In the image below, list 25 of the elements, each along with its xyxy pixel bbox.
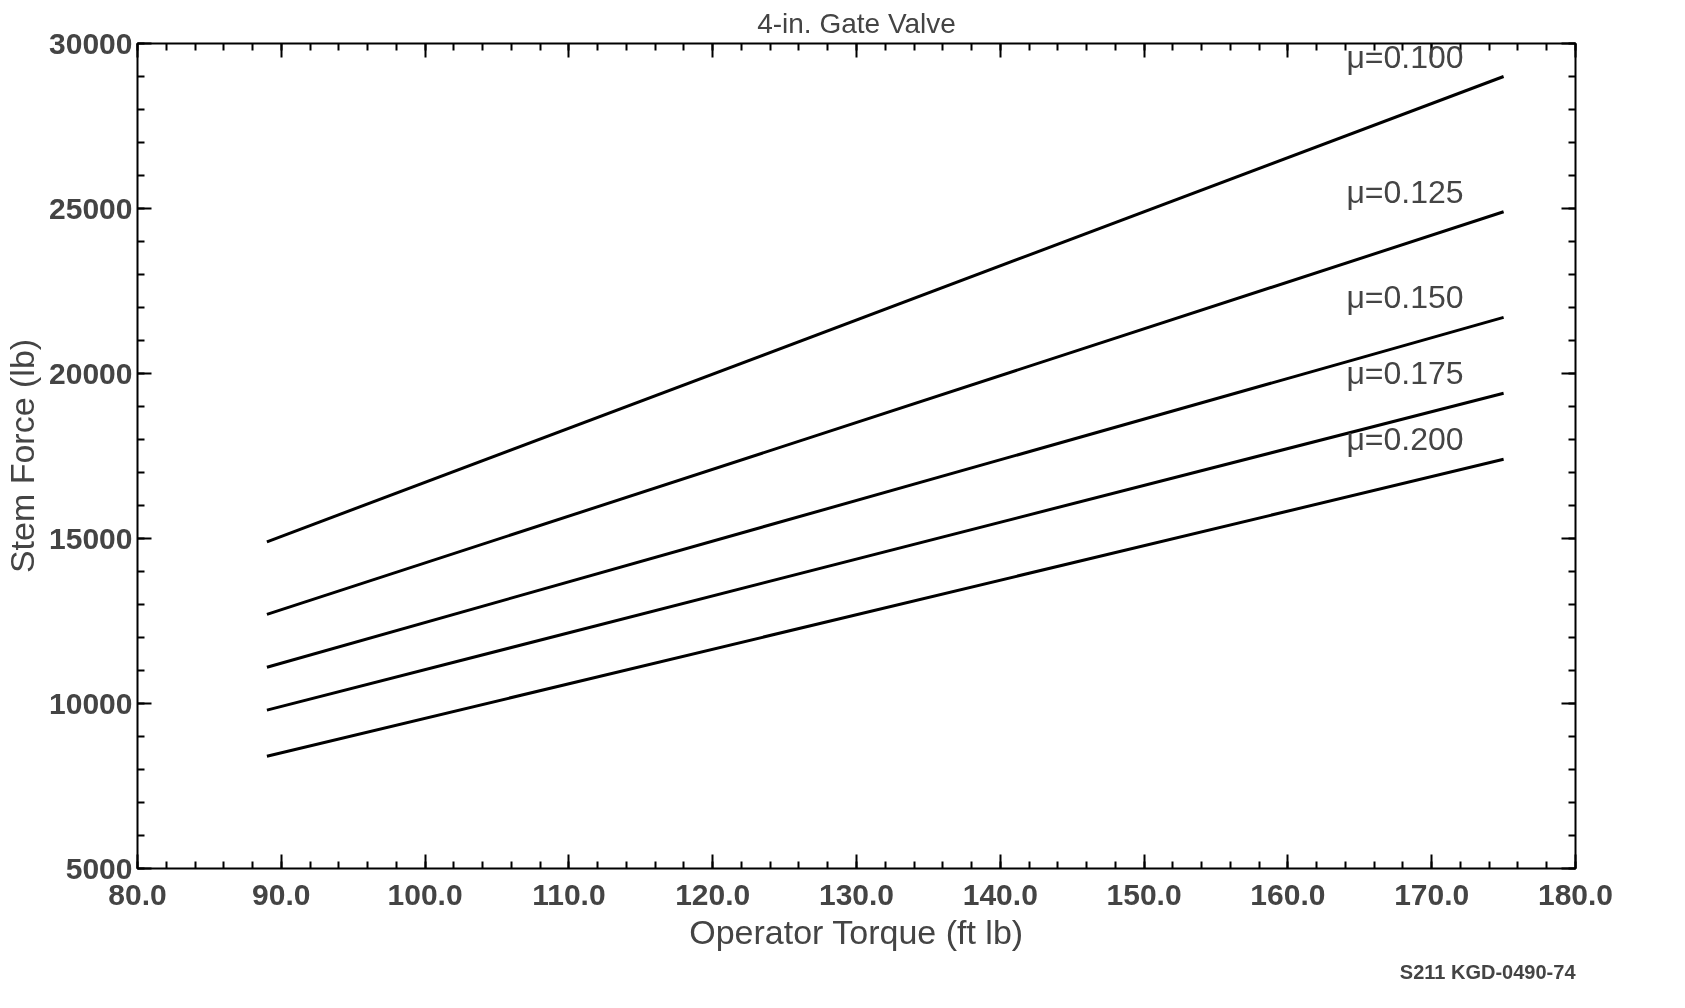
x-tick-label: 90.0 <box>252 877 311 911</box>
chart-title: 4-in. Gate Valve <box>757 7 956 39</box>
y-axis-title: Stem Force (lb) <box>3 338 42 574</box>
x-tick-label: 100.0 <box>387 877 463 911</box>
y-tick-label: 5000 <box>65 851 133 885</box>
x-tick-label: 110.0 <box>532 877 606 911</box>
x-tick-label: 140.0 <box>962 877 1038 911</box>
x-tick-label: 120.0 <box>675 877 751 911</box>
legend-label: μ=0.100 <box>1346 38 1464 75</box>
text: S211 KGD-0490-74 <box>1399 960 1577 983</box>
y-tick-label: 15000 <box>49 521 133 555</box>
y-tick-label: 30000 <box>49 26 133 60</box>
y-tick-label: 10000 <box>49 686 133 720</box>
x-tick-label: 150.0 <box>1106 877 1182 911</box>
series-label: μ=0.200 <box>1346 421 1464 458</box>
x-tick-label: 170.0 <box>1394 877 1470 911</box>
series-label: μ=0.125 <box>1346 173 1464 210</box>
series-label: μ=0.175 <box>1346 355 1464 392</box>
x-tick-label: 130.0 <box>818 877 895 911</box>
x-axis-title: Operator Torque (ft lb) <box>689 912 1024 951</box>
x-tick-label: 160.0 <box>1250 877 1326 911</box>
x-tick-label: 180.0 <box>1537 877 1614 911</box>
y-tick-label: 20000 <box>49 356 133 390</box>
y-tick-label: 25000 <box>49 191 133 225</box>
series-label: μ=0.150 <box>1346 279 1464 316</box>
